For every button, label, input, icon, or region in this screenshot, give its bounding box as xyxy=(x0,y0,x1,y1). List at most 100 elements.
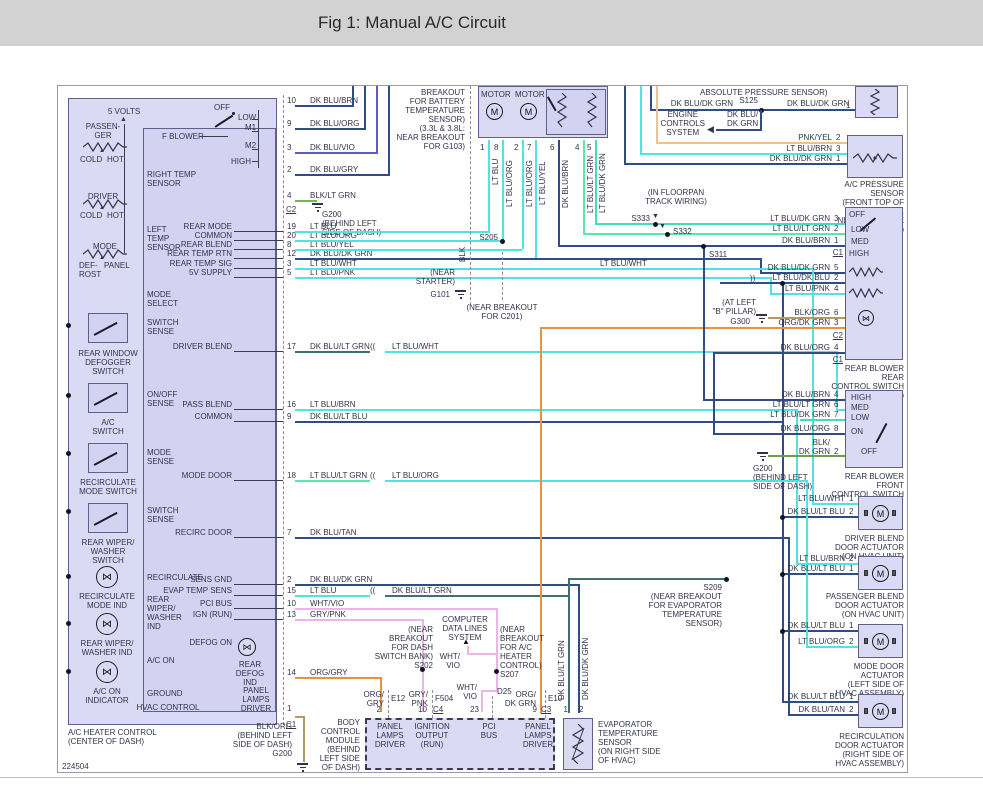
wire-segment xyxy=(540,327,542,713)
motor-terminal xyxy=(892,638,896,644)
s333-label: S333 xyxy=(631,214,650,223)
f504-label: F504 xyxy=(435,694,454,703)
five-volts-label: 5 VOLTS xyxy=(107,107,141,116)
wire-segment xyxy=(502,140,504,240)
wire-color-label: BLK/ DK GRN xyxy=(798,438,830,456)
driver-pot-resistor xyxy=(83,199,127,209)
wire-segment xyxy=(295,277,770,279)
bcm-ignition-output-label: IGNITION OUTPUT (RUN) xyxy=(414,722,450,749)
wire-segment xyxy=(234,351,283,352)
rear-mode-label: REAR MODE xyxy=(183,222,232,231)
wire-segment xyxy=(295,677,380,679)
wire-segment xyxy=(568,578,570,595)
g300-label: G300 xyxy=(730,317,750,326)
rear-wiper-washer-switch-caption: REAR WIPER/ WASHER SWITCH xyxy=(81,538,135,565)
inline-connector-icon: (( xyxy=(370,586,376,595)
wire-segment xyxy=(234,258,283,259)
pin-number: 8 xyxy=(287,240,292,249)
wire-color-label: ORG/ DK GRN xyxy=(504,690,536,708)
wire-segment xyxy=(488,140,490,231)
front-med-label: MED xyxy=(851,403,869,412)
switch-dot xyxy=(232,112,235,115)
wire-segment xyxy=(650,109,855,111)
pin-number: 19 xyxy=(287,222,296,231)
pin-number: 3 xyxy=(834,214,839,223)
wire-segment xyxy=(295,619,422,621)
ground-icon xyxy=(455,290,466,299)
motor-icon: M xyxy=(520,103,537,120)
s205-label: S205 xyxy=(479,233,498,242)
passenger-pot-label: PASSEN- GER xyxy=(85,122,121,140)
pin-number: 1 xyxy=(849,621,854,630)
wire-color-label: DK BLU/ DK GRN xyxy=(727,110,759,128)
pin-number: 13 xyxy=(287,610,296,619)
pin-number: 6 xyxy=(550,143,555,152)
wire-segment xyxy=(782,630,858,632)
splice-dot xyxy=(66,323,71,328)
wire-color-label: DK BLU/ORG xyxy=(780,424,830,433)
pin-number: 8 xyxy=(494,143,499,152)
wire-segment xyxy=(760,272,845,274)
wire-segment xyxy=(595,140,597,223)
resistor-icon xyxy=(849,288,883,298)
pin-number: 2 xyxy=(834,447,839,456)
wire-segment xyxy=(234,277,283,278)
motor-m: M xyxy=(876,568,885,579)
wire-segment xyxy=(385,480,806,482)
wire-color-label: LT BLU xyxy=(310,222,337,231)
wire-color-label: WHT/VIO xyxy=(310,599,345,608)
hvac-control-label: HVAC CONTROL xyxy=(136,703,200,712)
pin-number: 2 xyxy=(849,705,854,714)
wire-color-label: LT BLU/ORG xyxy=(392,471,439,480)
wire-segment xyxy=(481,690,498,692)
lamp-icon: ⋈ xyxy=(102,618,112,630)
wire-color-label: DK BLU/ORG xyxy=(780,343,830,352)
wire-segment xyxy=(234,249,283,250)
pin-number: 6 xyxy=(834,308,839,317)
wire-color-label: DK BLU/DK GRN xyxy=(310,249,373,258)
wire-color-label: DK BLU/DK GRN xyxy=(670,99,733,108)
rear-wiper-washer-ind-label: REAR WIPER/ WASHER IND xyxy=(147,595,182,631)
wire-color-label: DK BLU/BRN xyxy=(561,159,570,208)
wire-segment xyxy=(352,86,354,107)
splice-dot xyxy=(500,239,505,244)
wire-segment xyxy=(640,86,642,153)
rear-wiper-washer-indicator-icon: ⋈ xyxy=(96,613,118,635)
wire-color-label: DK BLU/DK GRN xyxy=(769,154,832,163)
pin-number: 4 xyxy=(834,343,839,352)
wire-segment xyxy=(467,646,469,655)
figure-id: 224504 xyxy=(62,762,89,771)
connector-label: C1 xyxy=(286,720,297,729)
g200-bottom-note: BLK/ORG (BEHIND LEFT SIDE OF DASH) G200 xyxy=(232,722,292,758)
wire-color-label: LT BLU xyxy=(310,586,337,595)
pin-number: 23 xyxy=(470,705,479,714)
pin-number: 3 xyxy=(834,318,839,327)
wire-color-label: ORG/GRY xyxy=(310,668,348,677)
wire-segment xyxy=(578,584,580,713)
wire-segment xyxy=(252,131,258,132)
wire-color-label: LT BLU/BRN xyxy=(786,144,833,153)
ground-icon xyxy=(756,314,767,323)
arrow-left-icon: ◀ xyxy=(707,124,714,134)
wire-color-label: DK BLU/LT BLU xyxy=(787,507,845,516)
wire-segment xyxy=(800,419,845,421)
motor2-label: MOTOR xyxy=(515,90,545,99)
pin-number: 4 xyxy=(287,191,292,200)
pin-number: 3 xyxy=(287,259,292,268)
resistor-icon xyxy=(849,267,883,277)
wire-segment xyxy=(595,223,845,225)
wire-color-label: BLK/ORG xyxy=(794,308,830,317)
blower-high-label: HIGH xyxy=(231,157,251,166)
arrow-up-icon: ▲ xyxy=(99,148,105,154)
mode-sense-label: MODE SENSE xyxy=(147,448,175,466)
wire-segment xyxy=(836,351,838,409)
wire-color-label: LT BLU/ORG xyxy=(525,160,534,207)
wire-segment xyxy=(656,142,847,144)
wire-segment xyxy=(782,701,858,703)
motor-terminal xyxy=(864,708,868,714)
wire-color-label: LT BLU/LT GRN xyxy=(772,400,830,409)
computer-data-lines-label: COMPUTER DATA LINES SYSTEM xyxy=(442,615,488,642)
pin-number: 15 xyxy=(287,586,296,595)
connector-boundary xyxy=(545,690,546,718)
g200-note: G200 (BEHIND LEFT SIDE OF DASH) xyxy=(753,464,813,491)
